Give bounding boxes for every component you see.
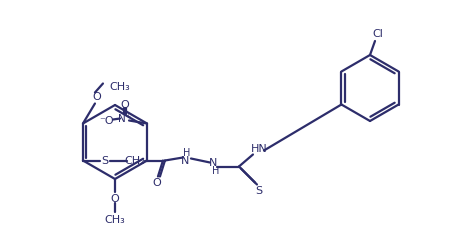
Text: N: N	[209, 157, 217, 167]
Text: O: O	[153, 178, 161, 188]
Text: ⁻O: ⁻O	[100, 116, 114, 126]
Text: N⁺: N⁺	[119, 114, 132, 124]
Text: Cl: Cl	[372, 29, 384, 39]
Text: CH₃: CH₃	[109, 81, 130, 91]
Text: S: S	[101, 156, 108, 166]
Text: CH₂: CH₂	[125, 156, 145, 166]
Text: H: H	[183, 147, 191, 157]
Text: N: N	[181, 156, 189, 166]
Text: O: O	[111, 193, 120, 203]
Text: HN: HN	[251, 143, 267, 153]
Text: CH₃: CH₃	[105, 214, 126, 224]
Text: H: H	[212, 166, 219, 176]
Text: S: S	[255, 186, 263, 196]
Text: O: O	[93, 92, 101, 102]
Text: O: O	[121, 100, 129, 110]
